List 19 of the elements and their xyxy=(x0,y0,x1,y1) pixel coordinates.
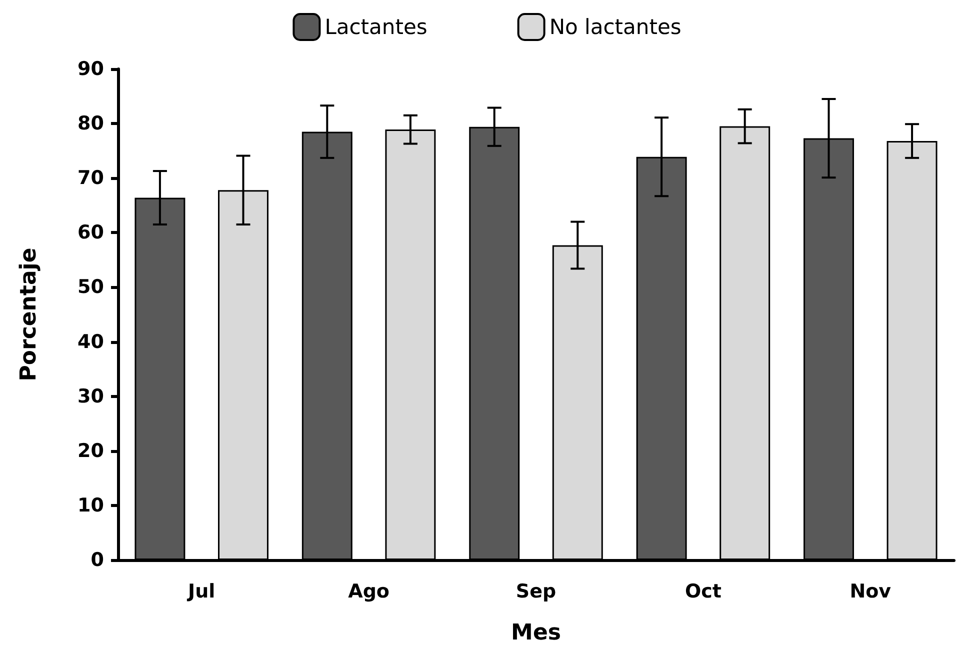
legend-label: Lactantes xyxy=(324,15,428,39)
y-tick-label: 0 xyxy=(90,549,104,571)
x-tick-label: Oct xyxy=(684,580,722,602)
y-tick-label: 60 xyxy=(78,222,104,244)
x-tick-label: Ago xyxy=(348,580,390,602)
x-tick-label: Nov xyxy=(850,580,892,602)
y-tick-label: 70 xyxy=(78,167,104,190)
x-tick-label: Jul xyxy=(186,580,216,602)
legend-label: No lactantes xyxy=(549,15,682,39)
x-tick-label: Sep xyxy=(516,580,556,602)
y-tick-label: 80 xyxy=(78,112,104,135)
y-tick-label: 90 xyxy=(78,58,104,80)
y-tick-label: 40 xyxy=(78,330,104,353)
y-axis-title: Porcentaje xyxy=(16,248,42,382)
y-tick-label: 30 xyxy=(78,385,104,408)
y-tick-label: 10 xyxy=(78,494,104,516)
y-tick-label: 20 xyxy=(78,440,104,462)
x-axis-title: Mes xyxy=(511,620,561,646)
y-tick-label: 50 xyxy=(78,276,104,298)
